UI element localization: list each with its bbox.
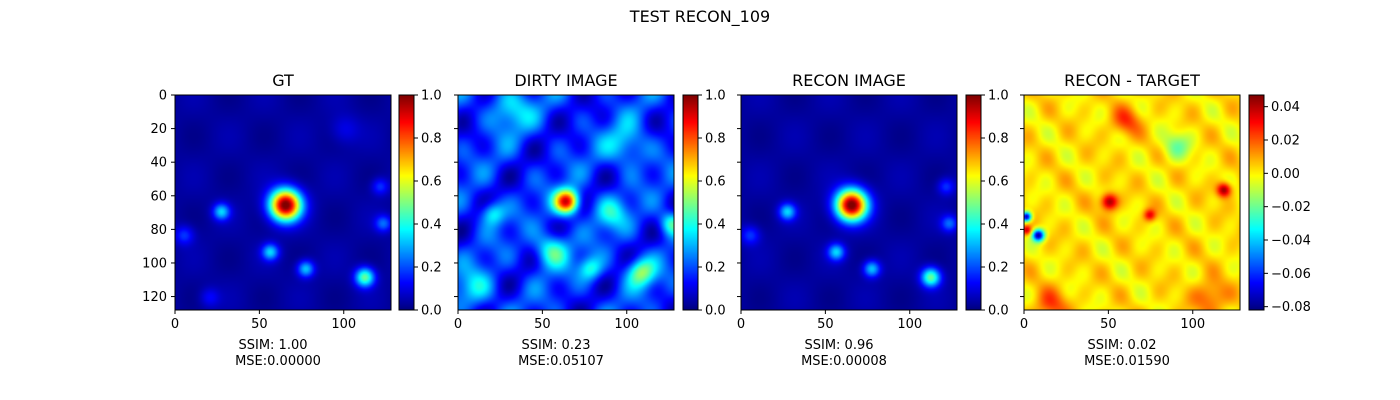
colorbar-tick-label: −0.06 <box>1271 267 1311 282</box>
x-tick-label: 100 <box>1180 317 1205 332</box>
x-tick-label: 100 <box>897 317 922 332</box>
colorbar-gradient <box>683 95 698 310</box>
x-tick-label: 0 <box>1020 317 1028 332</box>
colorbar-tick-label: 0.2 <box>421 261 442 276</box>
colorbar-tick-label: 0.6 <box>705 175 726 190</box>
colorbar-tick-label: 0.02 <box>1271 134 1300 149</box>
x-tick-label: 50 <box>251 317 268 332</box>
x-tick-label: 50 <box>817 317 834 332</box>
colorbar-frame <box>965 94 982 311</box>
x-tick-label: 0 <box>737 317 745 332</box>
y-tick-label: 80 <box>150 223 167 238</box>
colorbar-gradient <box>966 95 981 310</box>
axes-frame <box>1023 94 1241 311</box>
colorbar-tick-label: 0.4 <box>988 218 1009 233</box>
colorbar-tick-label: 1.0 <box>421 89 442 104</box>
x-tick-label: 50 <box>534 317 551 332</box>
y-tick-label: 20 <box>150 122 167 137</box>
panel-title: GT <box>272 71 294 90</box>
colorbar-tick-label: 1.0 <box>988 89 1009 104</box>
colorbar-tick-label: 0.6 <box>421 175 442 190</box>
colorbar-tick-label: 0.6 <box>988 175 1009 190</box>
heatmap-image <box>1024 95 1240 310</box>
ssim-label: SSIM: 0.96 <box>804 338 873 353</box>
x-tick-label: 0 <box>454 317 462 332</box>
y-tick-label: 120 <box>142 290 167 305</box>
colorbar-tick-label: 0.00 <box>1271 167 1300 182</box>
colorbar-tick-label: 0.8 <box>988 132 1009 147</box>
colorbar-tick-label: 1.0 <box>705 89 726 104</box>
y-tick-label: 0 <box>159 89 167 104</box>
x-tick-label: 100 <box>331 317 356 332</box>
colorbar-tick-label: 0.2 <box>705 261 726 276</box>
colorbar-tick-label: 0.0 <box>988 304 1009 319</box>
y-tick-label: 100 <box>142 256 167 271</box>
colorbar-tick-label: 0.8 <box>421 132 442 147</box>
panel-title: RECON IMAGE <box>792 71 906 90</box>
x-tick-label: 100 <box>614 317 639 332</box>
colorbar-frame <box>682 94 699 311</box>
x-tick-label: 0 <box>171 317 179 332</box>
heatmap-image <box>458 95 674 310</box>
panel-gt: GT 0 50 100 0 20 40 60 80 100 120 SSIM: 1.00MSE:0.0… <box>142 71 442 369</box>
ssim-label: SSIM: 0.02 <box>1087 338 1156 353</box>
figure-title: TEST RECON_109 <box>629 7 770 27</box>
colorbar-gradient <box>399 95 414 310</box>
axes-frame <box>174 94 392 311</box>
axes-frame <box>457 94 675 311</box>
colorbar-tick-label: 0.0 <box>421 304 442 319</box>
axes-frame <box>740 94 958 311</box>
panel-recon-target: RECON - TARGET 0 50 100 SSIM: 0.02MSE:0.0159… <box>1020 71 1311 369</box>
y-tick-label: 60 <box>150 189 167 204</box>
colorbar-tick-label: 0.4 <box>705 218 726 233</box>
heatmap-image <box>175 95 391 310</box>
mse-label: MSE:0.05107 <box>518 354 604 369</box>
y-tick-label: 40 <box>150 156 167 171</box>
colorbar-tick-label: 0.8 <box>705 132 726 147</box>
mse-label: MSE:0.00000 <box>235 354 321 369</box>
colorbar-tick-label: 0.2 <box>988 261 1009 276</box>
panel-title: DIRTY IMAGE <box>514 71 617 90</box>
colorbar-tick-label: 0.4 <box>421 218 442 233</box>
mse-label: MSE:0.00008 <box>801 354 887 369</box>
heatmap-image <box>741 95 957 310</box>
colorbar-frame <box>1248 94 1265 311</box>
x-tick-label: 50 <box>1100 317 1117 332</box>
colorbar-tick-label: −0.08 <box>1271 300 1311 315</box>
colorbar-tick-label: 0.0 <box>705 304 726 319</box>
colorbar-tick-label: 0.04 <box>1271 100 1300 115</box>
colorbar-gradient <box>1249 95 1264 310</box>
panel-title: RECON - TARGET <box>1064 71 1200 90</box>
colorbar-tick-label: −0.04 <box>1271 234 1311 249</box>
ssim-label: SSIM: 0.23 <box>521 338 590 353</box>
colorbar-frame <box>398 94 415 311</box>
mse-label: MSE:0.01590 <box>1084 354 1170 369</box>
colorbar-tick-label: −0.02 <box>1271 200 1311 215</box>
ssim-label: SSIM: 1.00 <box>238 338 307 353</box>
